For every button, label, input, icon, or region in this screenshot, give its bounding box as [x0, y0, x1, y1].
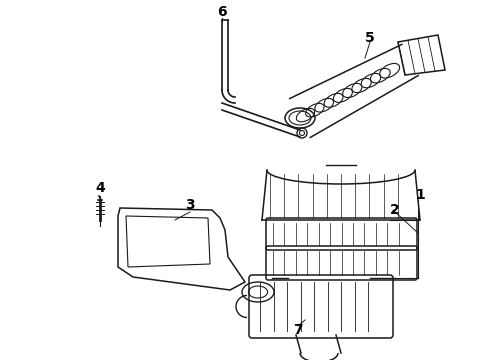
Text: 4: 4 [95, 181, 105, 195]
Text: 5: 5 [365, 31, 375, 45]
Text: 2: 2 [390, 203, 400, 217]
Text: 3: 3 [185, 198, 195, 212]
Text: 6: 6 [217, 5, 227, 19]
Text: 7: 7 [293, 323, 303, 337]
Text: 1: 1 [415, 188, 425, 202]
